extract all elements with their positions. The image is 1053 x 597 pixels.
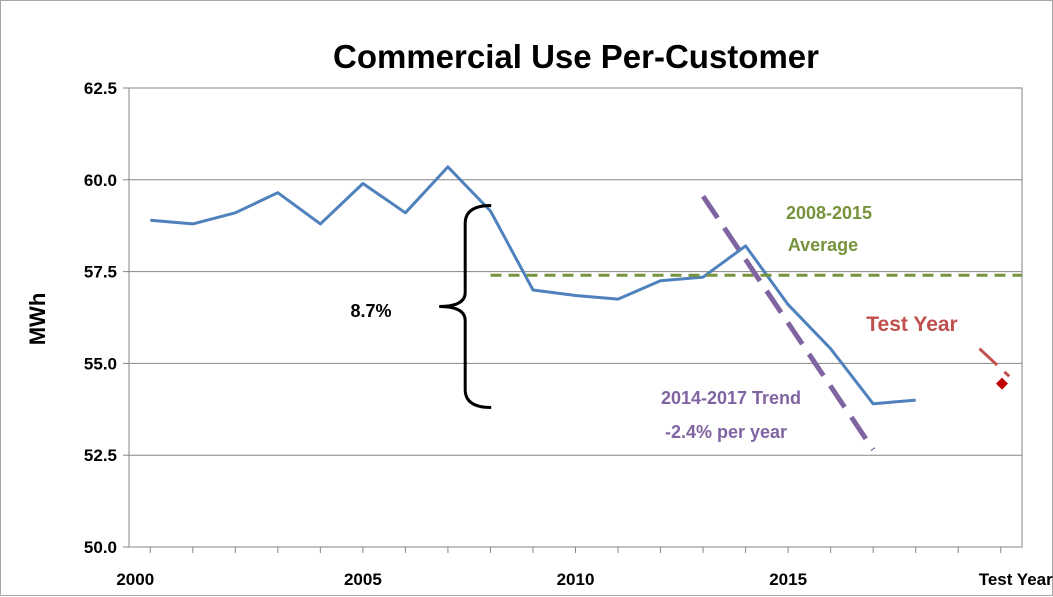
brace-annotation [439,204,492,409]
curly-brace [439,204,492,409]
chart-title: Commercial Use Per-Customer [333,38,819,75]
y-axis-label: MWh [25,293,50,346]
x-tick-label-0: 2000 [116,570,154,589]
y-tick-label-0: 50.0 [84,538,117,557]
x-tick-label-4: Test Year [979,570,1053,589]
y-tick-label-5: 62.5 [84,79,117,98]
test-year-annotation: Test Year [866,313,957,336]
test-year-point [996,377,1008,390]
x-tick-label-1: 2005 [344,570,382,589]
average-annotation-line1: 2008-2015 [786,203,872,223]
trend-annotation-line2: -2.4% per year [665,422,787,442]
x-tick-label-3: 2015 [769,570,807,589]
x-tick-labels: 2000 2005 2010 2015 Test Year [116,570,1053,589]
series-test-year-line [978,347,1011,378]
trend-annotation-line1: 2014-2017 Trend [661,388,801,408]
y-tick-label-2: 55.0 [84,354,117,373]
axes [123,87,1002,553]
y-tick-label-3: 57.5 [84,263,117,282]
y-tick-label-1: 52.5 [84,446,117,465]
series-layer [150,165,1022,452]
x-tick-label-2: 2010 [557,570,595,589]
series-trend-line [701,194,876,452]
series-actual-line [150,165,916,406]
y-tick-labels: 50.0 52.5 55.0 57.5 60.0 62.5 [84,79,117,557]
y-tick-label-4: 60.0 [84,171,117,190]
brace-label: 8.7% [350,301,391,321]
average-annotation-line2: Average [788,235,858,255]
